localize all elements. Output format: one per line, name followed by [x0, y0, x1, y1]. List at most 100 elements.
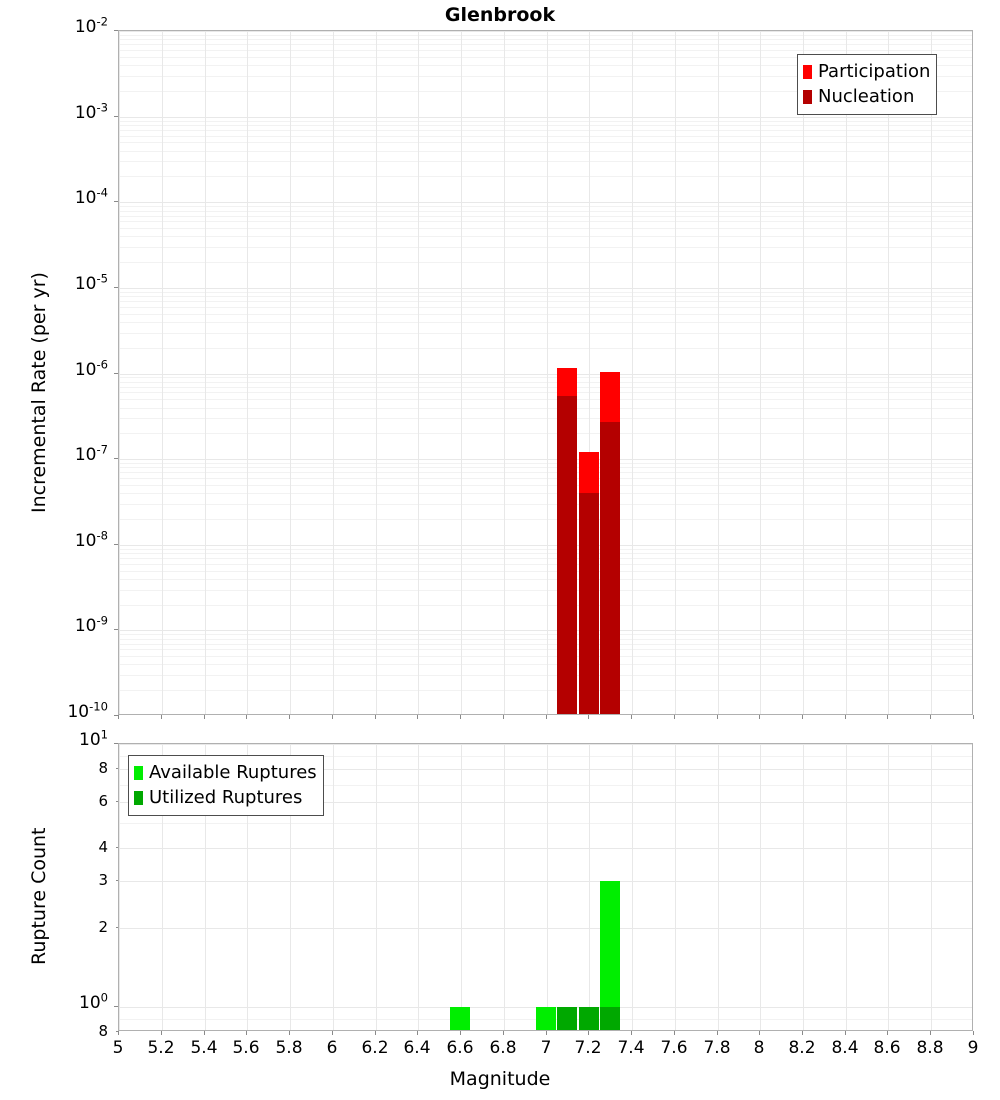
x-axis-tick-label: 5.6 [232, 1038, 260, 1058]
gridline-vertical [589, 744, 590, 1030]
legend-swatch-icon [803, 89, 812, 104]
x-axis-tick [460, 715, 461, 719]
y-axis-tick-label: 10-6 [74, 357, 108, 380]
y-axis-tick [114, 30, 118, 31]
y-axis-label-top: Incremental Rate (per yr) [28, 271, 50, 513]
y-axis-tick-label: 2 [98, 918, 108, 936]
gridline-minor-horizontal [119, 467, 972, 468]
gridline-horizontal [119, 744, 972, 745]
gridline-minor-horizontal [119, 478, 972, 479]
gridline-minor-horizontal [119, 91, 972, 92]
gridline-minor-horizontal [119, 485, 972, 486]
y-axis-tick [116, 880, 118, 881]
gridline-minor-horizontal [119, 644, 972, 645]
y-axis-tick [114, 544, 118, 545]
gridline-vertical [846, 744, 847, 1030]
gridline-vertical [376, 31, 377, 714]
gridline-vertical [119, 31, 120, 714]
x-axis-tick-label: 7.6 [660, 1038, 688, 1058]
x-axis-tick [546, 1031, 547, 1035]
x-axis-tick [289, 1031, 290, 1035]
gridline-minor-horizontal [119, 418, 972, 419]
bar-available-ruptures-m7 [536, 1007, 556, 1030]
gridline-minor-horizontal [119, 664, 972, 665]
gridline-minor-horizontal [119, 216, 972, 217]
x-axis-tick-label: 7 [540, 1038, 552, 1058]
legend-item: Nucleation [803, 84, 930, 109]
gridline-minor-horizontal [119, 408, 972, 409]
legend-item: Participation [803, 59, 930, 84]
gridline-minor-horizontal [119, 399, 972, 400]
gridline-vertical [931, 744, 932, 1030]
gridline-vertical [718, 31, 719, 714]
x-axis-tick [204, 1031, 205, 1035]
gridline-minor-horizontal [119, 65, 972, 66]
gridline-minor-horizontal [119, 130, 972, 131]
gridline-vertical [162, 744, 163, 1030]
gridline-minor-horizontal [119, 605, 972, 606]
gridline-vertical [290, 31, 291, 714]
legend-swatch-icon [803, 64, 812, 79]
legend-swatch-icon [134, 765, 143, 780]
gridline-vertical [675, 31, 676, 714]
x-axis-tick [588, 715, 589, 719]
x-axis-tick-label: 8 [753, 1038, 765, 1058]
legend-label: Available Ruptures [149, 761, 317, 783]
x-axis-tick [118, 1031, 119, 1035]
legend-label: Nucleation [818, 85, 915, 107]
gridline-minor-horizontal [119, 176, 972, 177]
x-axis-tick [973, 715, 974, 719]
y-axis-tick [114, 1006, 118, 1007]
gridline-vertical [547, 31, 548, 714]
y-axis-tick-label: 6 [98, 792, 108, 810]
gridline-minor-horizontal [119, 649, 972, 650]
gridline-vertical [205, 744, 206, 1030]
gridline-minor-horizontal [119, 206, 972, 207]
legend-item: Utilized Ruptures [134, 785, 317, 810]
gridline-vertical [418, 31, 419, 714]
gridline-vertical [632, 31, 633, 714]
gridline-vertical [162, 31, 163, 714]
x-axis-tick [289, 715, 290, 719]
x-axis-tick [631, 1031, 632, 1035]
y-axis-tick-label: 10-2 [74, 14, 108, 37]
gridline-minor-horizontal [119, 136, 972, 137]
gridline-vertical [803, 31, 804, 714]
bar-nucleation-m7.1 [557, 396, 577, 714]
x-axis-tick-label: 5.8 [275, 1038, 303, 1058]
gridline-minor-horizontal [119, 675, 972, 676]
gridline-minor-horizontal [119, 564, 972, 565]
bar-available-ruptures-m6.6 [450, 1007, 470, 1030]
y-axis-tick [116, 847, 118, 848]
y-axis-tick-label: 10-9 [74, 613, 108, 636]
gridline-vertical [632, 744, 633, 1030]
gridline-minor-horizontal [119, 151, 972, 152]
gridline-vertical [418, 744, 419, 1030]
y-axis-tick-label: 3 [98, 871, 108, 889]
legend-rupture-count: Available Ruptures Utilized Ruptures [128, 755, 324, 816]
x-axis-tick [887, 715, 888, 719]
x-axis-tick [802, 715, 803, 719]
x-axis-tick [588, 1031, 589, 1035]
gridline-minor-horizontal [119, 382, 972, 383]
gridline-minor-horizontal [119, 44, 972, 45]
bar-utilized-ruptures-m7.3 [600, 1007, 620, 1030]
gridline-horizontal [119, 881, 972, 882]
y-axis-tick [114, 743, 118, 744]
gridline-vertical [333, 744, 334, 1030]
bar-utilized-ruptures-m7.1 [557, 1007, 577, 1030]
gridline-minor-horizontal [119, 262, 972, 263]
gridline-minor-horizontal [119, 50, 972, 51]
x-axis-tick [759, 715, 760, 719]
x-axis-tick-label: 6 [326, 1038, 338, 1058]
gridline-horizontal [119, 31, 972, 32]
x-axis-tick-label: 6.6 [446, 1038, 474, 1058]
gridline-minor-horizontal [119, 493, 972, 494]
gridline-minor-horizontal [119, 553, 972, 554]
gridline-minor-horizontal [119, 228, 972, 229]
gridline-vertical [247, 744, 248, 1030]
gridline-minor-horizontal [119, 387, 972, 388]
gridline-horizontal [119, 630, 972, 631]
bar-nucleation-m7.3 [600, 422, 620, 714]
